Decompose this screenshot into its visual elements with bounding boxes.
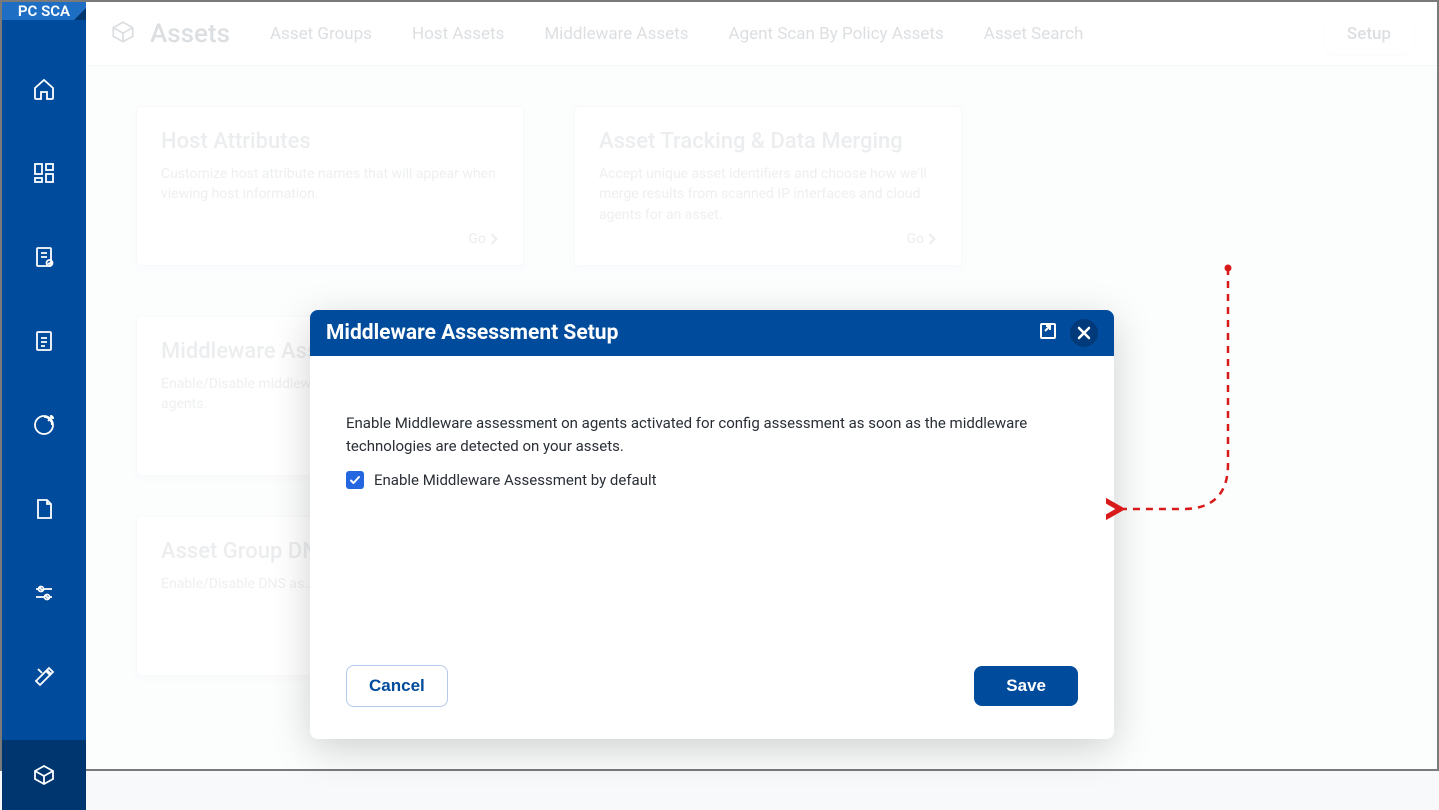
modal-footer: Cancel Save [310, 645, 1114, 739]
cancel-button[interactable]: Cancel [346, 665, 448, 707]
home-icon[interactable] [2, 68, 86, 110]
enable-middleware-checkbox[interactable] [346, 471, 364, 489]
card-desc: Customize host attribute names that will… [161, 164, 499, 231]
settings-sliders-icon[interactable] [2, 572, 86, 614]
checkmark-icon [349, 474, 361, 486]
shield-doc-icon[interactable] [2, 236, 86, 278]
go-link[interactable]: Go [468, 231, 499, 247]
modal-body: Enable Middleware assessment on agents a… [310, 356, 1114, 517]
go-link[interactable]: Go [906, 231, 937, 247]
tab-asset-groups[interactable]: Asset Groups [270, 18, 372, 50]
card-asset-tracking: Asset Tracking & Data Merging Accept uni… [574, 106, 962, 266]
target-icon[interactable] [2, 404, 86, 446]
chevron-right-icon [490, 233, 499, 245]
sidebar-nav [2, 20, 86, 810]
header-title-wrap: Assets [110, 19, 230, 49]
assets-header-icon [110, 19, 136, 49]
tabs: Asset Groups Host Assets Middleware Asse… [270, 14, 1413, 54]
card-title: Asset Tracking & Data Merging [599, 129, 937, 154]
brand-badge: PC SCA [2, 2, 86, 20]
go-label: Go [468, 231, 486, 247]
app-container: PC SCA [2, 2, 1437, 769]
modal-header-actions [1038, 319, 1098, 347]
go-label: Go [906, 231, 924, 247]
modal-middleware-setup: Middleware Assessment Setup Enable Middl… [310, 310, 1114, 739]
file-icon[interactable] [2, 488, 86, 530]
modal-description: Enable Middleware assessment on agents a… [346, 412, 1078, 457]
tab-agent-scan-policy[interactable]: Agent Scan By Policy Assets [729, 18, 944, 50]
expand-icon[interactable] [1038, 321, 1058, 345]
sidebar: PC SCA [2, 2, 86, 769]
header-bar: Assets Asset Groups Host Assets Middlewa… [86, 2, 1437, 66]
page-title: Assets [150, 19, 230, 49]
modal-header: Middleware Assessment Setup [310, 310, 1114, 356]
assets-icon[interactable] [2, 740, 86, 810]
checkbox-row: Enable Middleware Assessment by default [346, 471, 1078, 489]
tab-setup[interactable]: Setup [1325, 14, 1413, 54]
tools-icon[interactable] [2, 656, 86, 698]
card-title: Host Attributes [161, 129, 499, 154]
dashboard-icon[interactable] [2, 152, 86, 194]
card-desc: Accept unique asset identifiers and choo… [599, 164, 937, 231]
tab-middleware-assets[interactable]: Middleware Assets [544, 18, 688, 50]
close-icon [1076, 325, 1092, 341]
modal-title: Middleware Assessment Setup [326, 321, 618, 345]
chevron-right-icon [928, 233, 937, 245]
tab-asset-search[interactable]: Asset Search [984, 18, 1084, 50]
report-icon[interactable] [2, 320, 86, 362]
close-button[interactable] [1070, 319, 1098, 347]
tab-host-assets[interactable]: Host Assets [412, 18, 504, 50]
card-host-attributes: Host Attributes Customize host attribute… [136, 106, 524, 266]
checkbox-label: Enable Middleware Assessment by default [374, 471, 657, 489]
save-button[interactable]: Save [974, 666, 1078, 706]
